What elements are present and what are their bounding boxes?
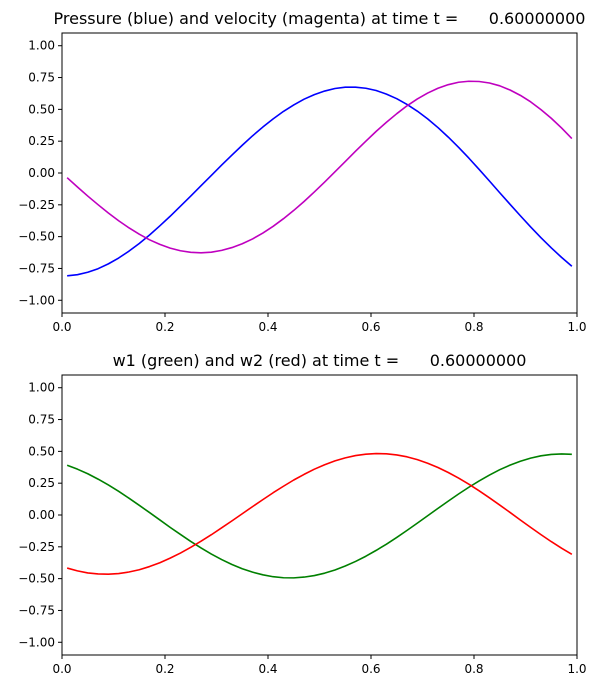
y-tick-label: 0.50 <box>28 444 55 458</box>
axis-layer: 0.0 0.2 0.4 0.6 0.8 1.0 −1.00 −0.75 −0.50 −0.25 0.… <box>18 32 587 334</box>
chart-w1-w2: w1 (green) and w2 (red) at time t = 0.60… <box>18 351 586 676</box>
series-line-0 <box>67 86 573 277</box>
chart-title: w1 (green) and w2 (red) at time t = 0.60… <box>113 351 527 370</box>
x-tick-label: 0.8 <box>464 320 483 334</box>
y-tick-label: −0.25 <box>18 198 55 212</box>
x-tick-label: 0.4 <box>258 320 277 334</box>
x-tick-label: 1.0 <box>567 662 586 676</box>
x-tick-label: 0.4 <box>258 662 277 676</box>
series-layer <box>66 80 573 277</box>
y-tick-label: 0.25 <box>28 134 55 148</box>
y-tick-label: 0.50 <box>28 102 55 116</box>
series-line-0 <box>66 453 572 579</box>
x-tick-label: 0.2 <box>155 662 174 676</box>
y-tick-label: −0.50 <box>18 572 55 586</box>
plot-frame <box>61 32 578 314</box>
x-tick-label: 1.0 <box>567 320 586 334</box>
axis-layer: 0.0 0.2 0.4 0.6 0.8 1.0 −1.00 −0.75 −0.50 −0.25 0.… <box>18 374 587 676</box>
y-tick-label: −1.00 <box>18 293 55 307</box>
series-line-1 <box>66 452 573 575</box>
y-tick-label: −0.25 <box>18 540 55 554</box>
x-tick-label: 0.6 <box>361 662 380 676</box>
chart-pressure-velocity: Pressure (blue) and velocity (magenta) a… <box>18 9 586 334</box>
y-tick-label: −0.50 <box>18 230 55 244</box>
y-tick-label: 1.00 <box>28 381 55 395</box>
x-tick-label: 0.6 <box>361 320 380 334</box>
y-tick-label: 0.75 <box>28 71 55 85</box>
y-tick-label: −1.00 <box>18 635 55 649</box>
plot-frame <box>61 374 578 656</box>
y-tick-label: −0.75 <box>18 261 55 275</box>
x-tick-label: 0.2 <box>155 320 174 334</box>
series-layer <box>66 452 573 579</box>
y-tick-label: 0.75 <box>28 413 55 427</box>
x-tick-label: 0.0 <box>52 320 71 334</box>
x-tick-label: 0.8 <box>464 662 483 676</box>
y-tick-label: −0.75 <box>18 603 55 617</box>
series-line-1 <box>66 80 573 254</box>
chart-title: Pressure (blue) and velocity (magenta) a… <box>54 9 586 28</box>
y-tick-label: 0.25 <box>28 476 55 490</box>
x-tick-label: 0.0 <box>52 662 71 676</box>
y-tick-label: 0.00 <box>28 508 55 522</box>
y-tick-label: 1.00 <box>28 39 55 53</box>
y-tick-label: 0.00 <box>28 166 55 180</box>
